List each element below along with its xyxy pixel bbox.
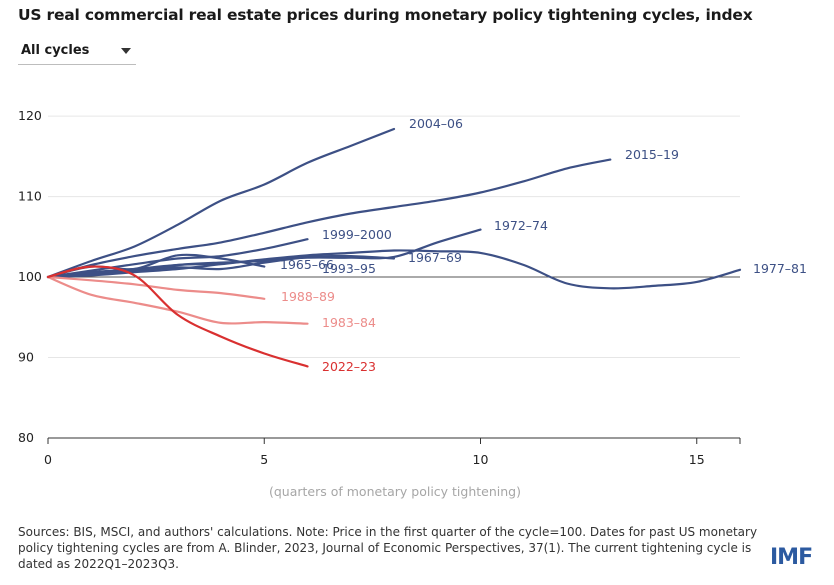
series-layer xyxy=(46,127,742,368)
series-label: 1965–66 xyxy=(280,257,334,272)
x-tick-label: 10 xyxy=(473,452,489,467)
imf-logo: IMF xyxy=(770,545,813,570)
source-note: Sources: BIS, MSCI, and authors' calcula… xyxy=(18,525,758,571)
series-line xyxy=(46,275,309,325)
series-label: 1983–84 xyxy=(322,315,376,330)
line-chart: 80 90 100 110 120 0 5 10 15 2004–06 2015–19 1972–7… xyxy=(18,108,807,499)
axis-layer: 80 90 100 110 120 0 5 10 15 xyxy=(18,108,741,467)
series-label: 2015–19 xyxy=(625,147,679,162)
series-label: 1999–2000 xyxy=(322,227,392,242)
gridlines xyxy=(48,115,740,359)
cycle-selector-value: All cycles xyxy=(21,43,90,58)
chart-title: US real commercial real estate prices du… xyxy=(18,6,753,24)
y-tick-label: 120 xyxy=(18,108,42,123)
chevron-down-icon xyxy=(121,48,131,54)
series-line xyxy=(46,158,612,279)
series-label: 1993–95 xyxy=(322,261,376,276)
y-tick-label: 110 xyxy=(18,189,42,204)
series-line xyxy=(46,238,309,279)
series-line xyxy=(46,265,309,368)
series-line xyxy=(46,255,309,279)
series-line xyxy=(46,127,396,279)
series-label: 1977–81 xyxy=(753,261,807,276)
series-label: 2022–23 xyxy=(322,359,376,374)
x-axis-label: (quarters of monetary policy tightening) xyxy=(269,484,521,499)
series-line xyxy=(46,275,266,300)
y-tick-label: 90 xyxy=(18,350,34,365)
series-label: 1972–74 xyxy=(494,218,548,233)
series-label: 1967–69 xyxy=(408,250,462,265)
series-label: 1988–89 xyxy=(281,289,335,304)
y-tick-label: 100 xyxy=(18,269,42,284)
y-tick-label: 80 xyxy=(18,430,34,445)
x-tick-label: 0 xyxy=(44,452,52,467)
series-line xyxy=(46,249,742,290)
series-label-layer: 2004–06 2015–19 1972–74 1999–2000 1967–69 196… xyxy=(280,116,807,374)
x-tick-label: 15 xyxy=(689,452,705,467)
cycle-selector-dropdown[interactable]: All cycles xyxy=(18,42,136,65)
x-tick-label: 5 xyxy=(260,452,268,467)
series-label: 2004–06 xyxy=(409,116,463,131)
